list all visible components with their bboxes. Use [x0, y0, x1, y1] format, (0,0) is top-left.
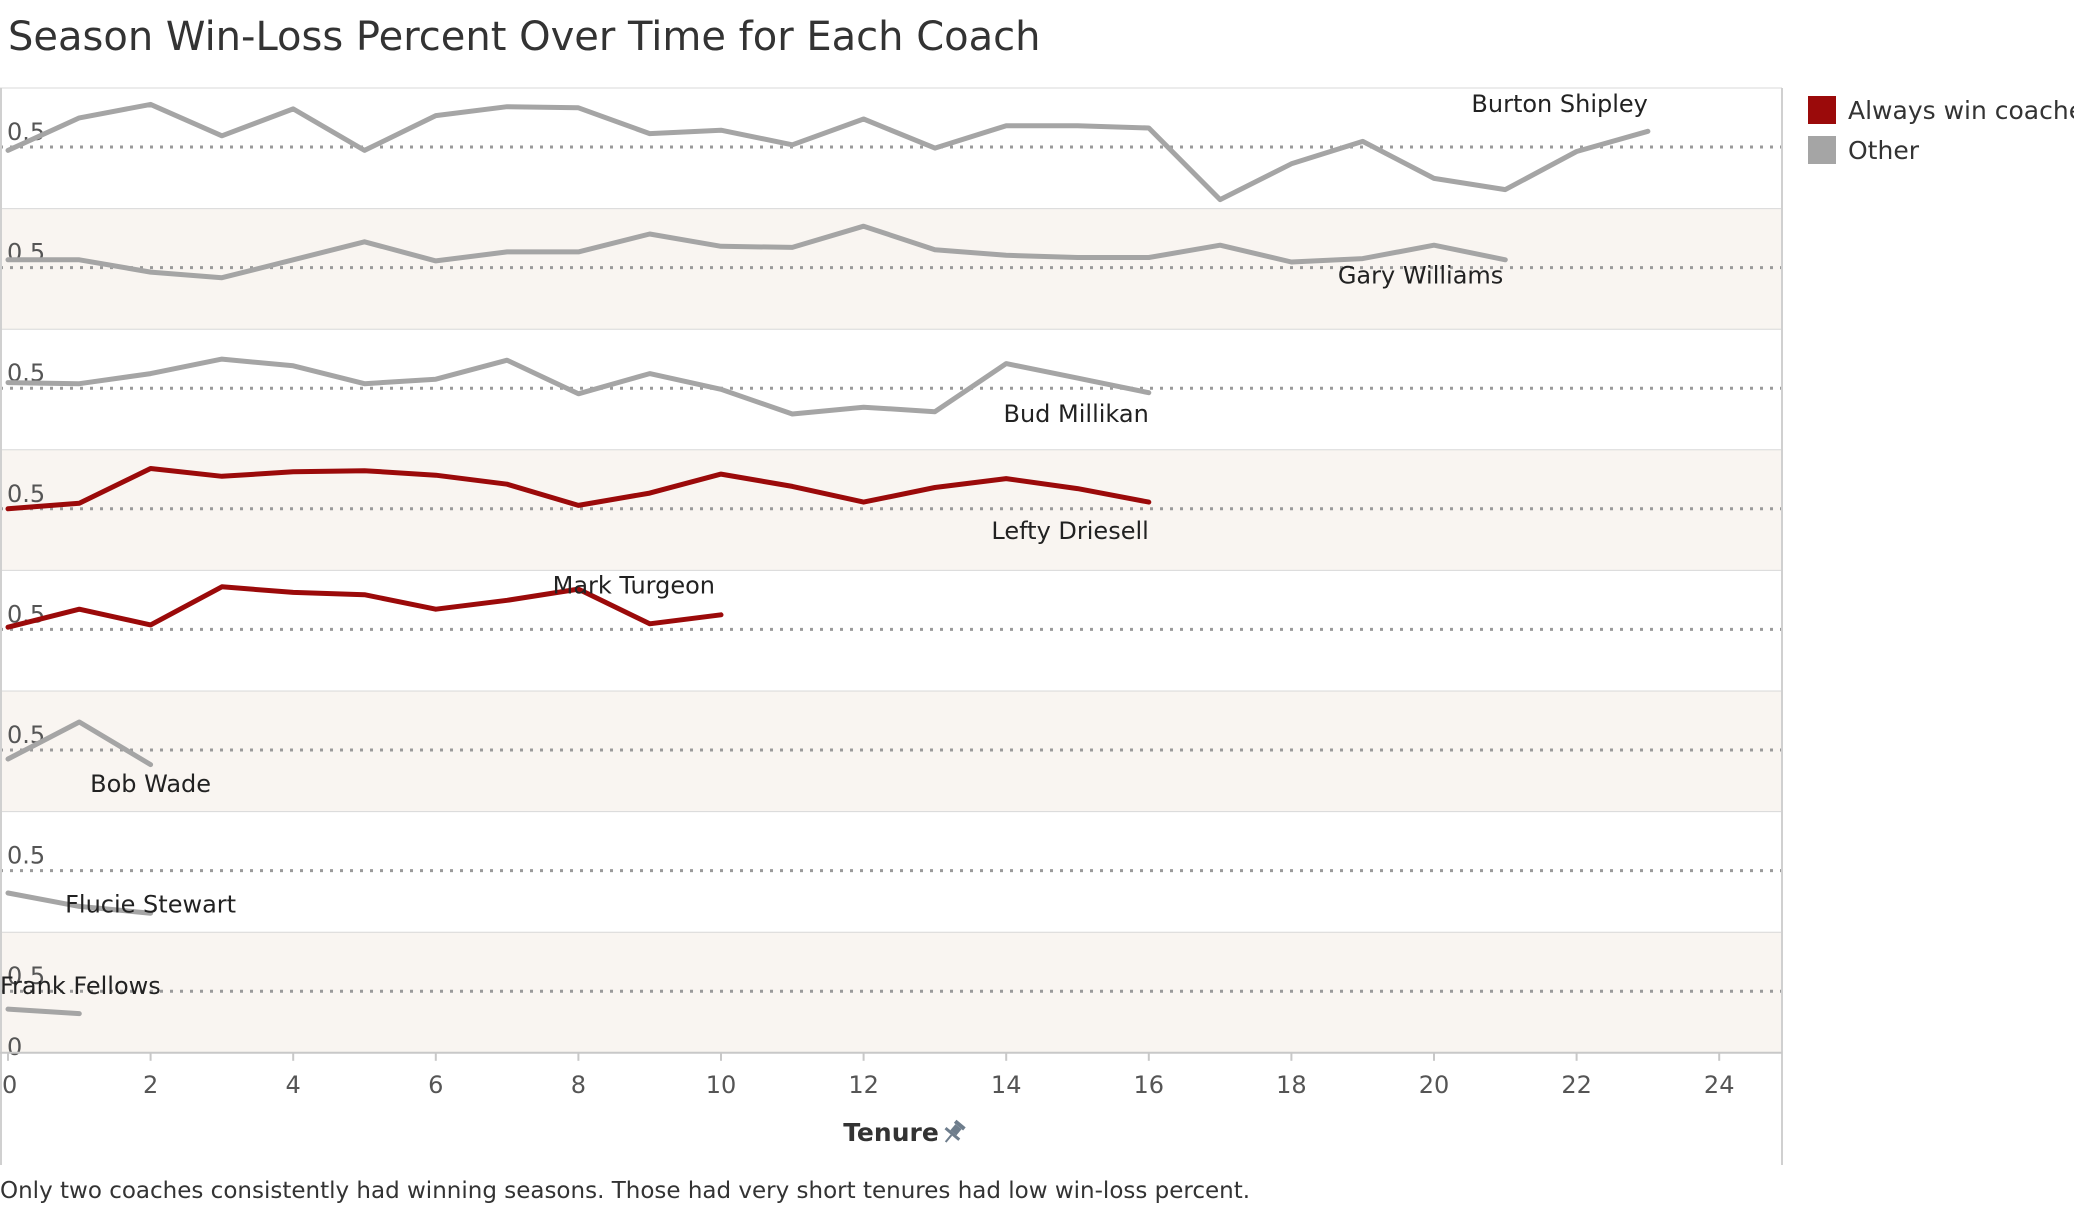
series-line-lefty-driesell[interactable]: [5, 466, 1152, 512]
chart-svg: 0.50.50.50.50.50.50.50.50 Burton Shipley…: [0, 87, 1783, 1165]
pin-icon-body: [950, 1124, 962, 1136]
legend-swatch-always-win: [1808, 96, 1836, 124]
x-tick-label: 10: [706, 1071, 737, 1099]
y-tick-label: 0.5: [7, 480, 45, 508]
legend-label-other: Other: [1848, 135, 1919, 165]
series-label-frank-fellows: Frank Fellows: [0, 972, 161, 1000]
x-axis-title: Tenure: [843, 1118, 939, 1147]
series-line-bud-millikan[interactable]: [5, 356, 1152, 417]
series-line-gary-williams[interactable]: [5, 223, 1508, 281]
series-label-mark-turgeon: Mark Turgeon: [553, 571, 715, 599]
x-tick-label: 2: [143, 1071, 158, 1099]
x-tick-label: 0: [2, 1071, 17, 1099]
legend-swatch-other: [1808, 136, 1836, 164]
series-lines: [5, 101, 1651, 1017]
series-label-bob-wade: Bob Wade: [90, 770, 211, 798]
x-tick-label: 8: [571, 1071, 586, 1099]
y-tick-label: 0.5: [7, 239, 45, 267]
x-tick-label: 16: [1134, 1071, 1165, 1099]
legend-label-always-win: Always win coaches: [1848, 95, 2074, 125]
caption: Only two coaches consistently had winnin…: [0, 1178, 1251, 1204]
series-label-burton-shipley: Burton Shipley: [1471, 90, 1647, 118]
series-label-bud-millikan: Bud Millikan: [1003, 400, 1148, 428]
panel-frame: [0, 88, 1783, 1165]
pin-icon-base: [944, 1126, 961, 1141]
reference-lines: [0, 145, 1782, 993]
x-tick-label: 24: [1704, 1071, 1735, 1099]
series-label-flucie-stewart: Flucie Stewart: [65, 891, 236, 919]
x-tick-label: 6: [428, 1071, 443, 1099]
series-line-burton-shipley[interactable]: [5, 101, 1651, 203]
legend-item-other[interactable]: Other: [1808, 130, 2074, 170]
series-line-frank-fellows[interactable]: [5, 1006, 82, 1017]
legend-item-always-win[interactable]: Always win coaches: [1808, 90, 2074, 130]
series-line-bob-wade[interactable]: [5, 719, 154, 768]
y-tick-label: 0.5: [7, 842, 45, 870]
x-tick-label: 22: [1561, 1071, 1592, 1099]
x-tick-label: 12: [848, 1071, 879, 1099]
legend: Always win coaches Other: [1808, 90, 2074, 170]
series-labels: Burton Shipley Gary Williams Bud Millikan L…: [0, 90, 1648, 1000]
pin-icon[interactable]: [939, 1118, 968, 1148]
chart-title: Season Win-Loss Percent Over Time for Ea…: [8, 14, 1041, 60]
series-line-mark-turgeon[interactable]: [5, 584, 724, 630]
series-label-lefty-driesell: Lefty Driesell: [991, 517, 1148, 545]
x-tick-label: 18: [1276, 1071, 1307, 1099]
series-line-flucie-stewart[interactable]: [5, 890, 154, 916]
x-tick-label: 14: [991, 1071, 1022, 1099]
y-tick-label-zero: 0: [7, 1033, 22, 1061]
x-tick-label: 4: [286, 1071, 301, 1099]
pin-icon-head: [953, 1119, 966, 1131]
pin-icon-needle: [944, 1134, 953, 1143]
x-tick-label: 20: [1419, 1071, 1450, 1099]
y-tick-label: 0.5: [7, 962, 45, 990]
series-label-gary-williams: Gary Williams: [1338, 262, 1503, 290]
